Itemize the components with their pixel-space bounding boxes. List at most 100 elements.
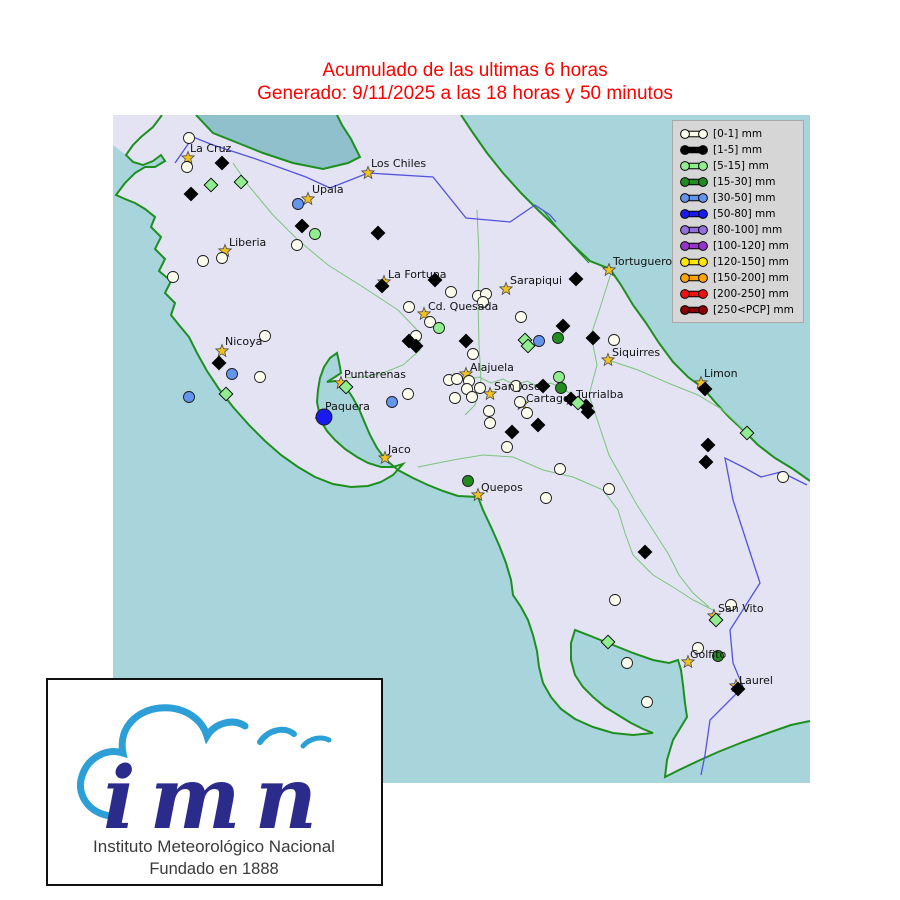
legend-label: [1-5] mm: [713, 144, 763, 156]
station-marker: [183, 186, 199, 202]
city-label: La Fortuna: [388, 268, 447, 281]
legend-item: [1-5] mm: [679, 142, 803, 158]
rainfall-legend: [0-1] mm [1-5] mm [5-15] mm [15-30] mm [30-5…: [672, 120, 804, 323]
city-star: [416, 306, 432, 321]
station-marker: [554, 463, 566, 475]
station-marker: [203, 177, 219, 193]
legend-item: [30-50] mm: [679, 190, 803, 206]
station-marker: [315, 408, 333, 426]
city-label: Tortuguero: [612, 255, 672, 268]
legend-item: [15-30] mm: [679, 174, 803, 190]
legend-swatch-icon: [680, 257, 708, 267]
station-marker: [641, 696, 653, 708]
legend-item: [250<PCP] mm: [679, 302, 803, 318]
legend-label: [5-15] mm: [713, 160, 769, 172]
legend-item: [5-15] mm: [679, 158, 803, 174]
station-marker: [233, 174, 249, 190]
city-label: Liberia: [229, 236, 266, 249]
station-marker: [515, 311, 527, 323]
city-star: [470, 487, 486, 502]
station-marker: [708, 612, 724, 628]
city-star: [214, 343, 230, 358]
city-label: Jaco: [387, 443, 411, 456]
city-label: Cartago: [526, 392, 570, 405]
station-marker: [338, 379, 354, 395]
station-marker: [445, 286, 457, 298]
legend-label: [50-80] mm: [713, 208, 776, 220]
station-marker: [477, 296, 489, 308]
station-marker: [474, 382, 486, 394]
city-label: Sarapiqui: [510, 274, 562, 287]
legend-label: [200-250] mm: [713, 288, 789, 300]
station-marker: [555, 318, 571, 334]
station-marker: [521, 407, 533, 419]
station-marker: [291, 239, 303, 251]
station-marker: [504, 424, 520, 440]
station-marker: [530, 417, 546, 433]
legend-item: [120-150] mm: [679, 254, 803, 270]
city-label: San Vito: [718, 602, 764, 615]
station-marker: [533, 335, 545, 347]
station-marker: [197, 255, 209, 267]
station-marker: [552, 332, 564, 344]
city-label: Paquera: [325, 400, 370, 413]
station-marker: [211, 355, 227, 371]
station-marker: [408, 338, 424, 354]
station-marker: [183, 132, 195, 144]
title-line2: Generado: 9/11/2025 a las 18 horas y 50 …: [257, 83, 673, 104]
lake-nicaragua: [196, 115, 360, 169]
station-marker: [374, 278, 390, 294]
station-marker: [637, 544, 653, 560]
station-marker: [555, 382, 567, 394]
legend-item: [200-250] mm: [679, 286, 803, 302]
city-star: [377, 450, 393, 465]
city-star: [360, 165, 376, 180]
station-marker: [183, 391, 195, 403]
station-marker: [467, 348, 479, 360]
city-star: [498, 281, 514, 296]
station-marker: [514, 396, 526, 408]
legend-swatch-icon: [680, 145, 708, 155]
station-marker: [730, 681, 746, 697]
station-marker: [510, 380, 522, 392]
legend-label: [0-1] mm: [713, 128, 763, 140]
legend-swatch-icon: [680, 161, 708, 171]
station-marker: [739, 425, 755, 441]
station-marker: [535, 378, 551, 394]
station-marker: [700, 437, 716, 453]
legend-item: [100-120] mm: [679, 238, 803, 254]
legend-swatch-icon: [680, 129, 708, 139]
station-marker: [725, 599, 737, 611]
legend-label: [80-100] mm: [713, 224, 783, 236]
station-marker: [580, 404, 596, 420]
station-marker: [386, 396, 398, 408]
station-marker: [621, 657, 633, 669]
legend-swatch-icon: [680, 273, 708, 283]
city-label: Los Chiles: [371, 157, 426, 170]
city-label: Nicoya: [225, 335, 262, 348]
city-label: Quepos: [481, 481, 523, 494]
legend-swatch-icon: [680, 193, 708, 203]
city-label: La Cruz: [190, 142, 232, 155]
legend-label: [120-150] mm: [713, 256, 789, 268]
city-star: [680, 654, 696, 669]
legend-label: [100-120] mm: [713, 240, 789, 252]
station-marker: [712, 650, 724, 662]
station-marker: [608, 334, 620, 346]
legend-label: [150-200] mm: [713, 272, 789, 284]
logo-line1: Instituto Meteorológico Nacional: [93, 837, 335, 856]
legend-label: [15-30] mm: [713, 176, 776, 188]
station-marker: [603, 483, 615, 495]
station-marker: [370, 225, 386, 241]
city-label: Puntarenas: [344, 368, 406, 381]
station-marker: [449, 392, 461, 404]
imn-script: imn: [103, 748, 331, 849]
station-marker: [484, 417, 496, 429]
station-marker: [433, 322, 445, 334]
legend-item: [50-80] mm: [679, 206, 803, 222]
station-marker: [292, 198, 304, 210]
city-label: Limon: [704, 367, 738, 380]
city-label: Turrialba: [575, 388, 623, 401]
city-label: San Jose: [494, 380, 541, 393]
logo-line2: Fundado en 1888: [149, 860, 278, 878]
